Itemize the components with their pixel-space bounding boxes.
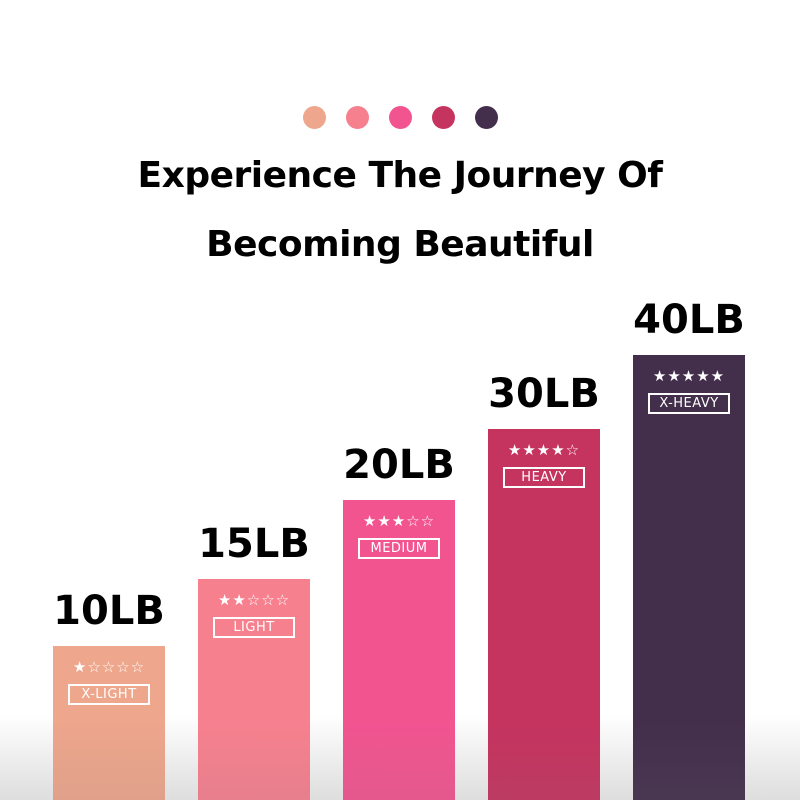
star-rating: ★★★★★ [652,367,726,385]
bar-light: ★★☆☆☆ LIGHT [198,579,310,800]
value-label: 20LB [343,442,455,488]
color-dots [0,106,800,129]
level-label: X-HEAVY [648,393,730,414]
bar-fade [198,720,310,800]
title-line-1: Experience The Journey Of [137,155,663,196]
color-dot [431,106,455,129]
bar-fade [53,720,165,800]
bar-x-heavy: ★★★★★ X-HEAVY [633,355,745,800]
color-dot [302,106,326,129]
bar-heavy: ★★★★☆ HEAVY [488,429,600,800]
level-label: X-LIGHT [68,684,150,705]
star-rating: ★★★☆☆ [362,512,436,530]
value-label: 15LB [198,521,310,567]
value-label: 30LB [488,371,600,417]
star-rating: ★☆☆☆☆ [72,658,146,676]
color-dot [388,106,412,129]
level-label: HEAVY [503,467,585,488]
star-rating: ★★★★☆ [507,441,581,459]
color-dot [474,106,498,129]
bar-x-light: ★☆☆☆☆ X-LIGHT [53,646,165,800]
bar-medium: ★★★☆☆ MEDIUM [343,500,455,800]
star-rating: ★★☆☆☆ [217,591,291,609]
title-line-2: Becoming Beautiful [206,224,594,265]
value-label: 40LB [633,297,745,343]
bar-fade [343,720,455,800]
level-label: LIGHT [213,617,295,638]
bar-fade [488,720,600,800]
level-label: MEDIUM [358,538,440,559]
value-label: 10LB [53,588,165,634]
bar-fade [633,720,745,800]
color-dot [345,106,369,129]
